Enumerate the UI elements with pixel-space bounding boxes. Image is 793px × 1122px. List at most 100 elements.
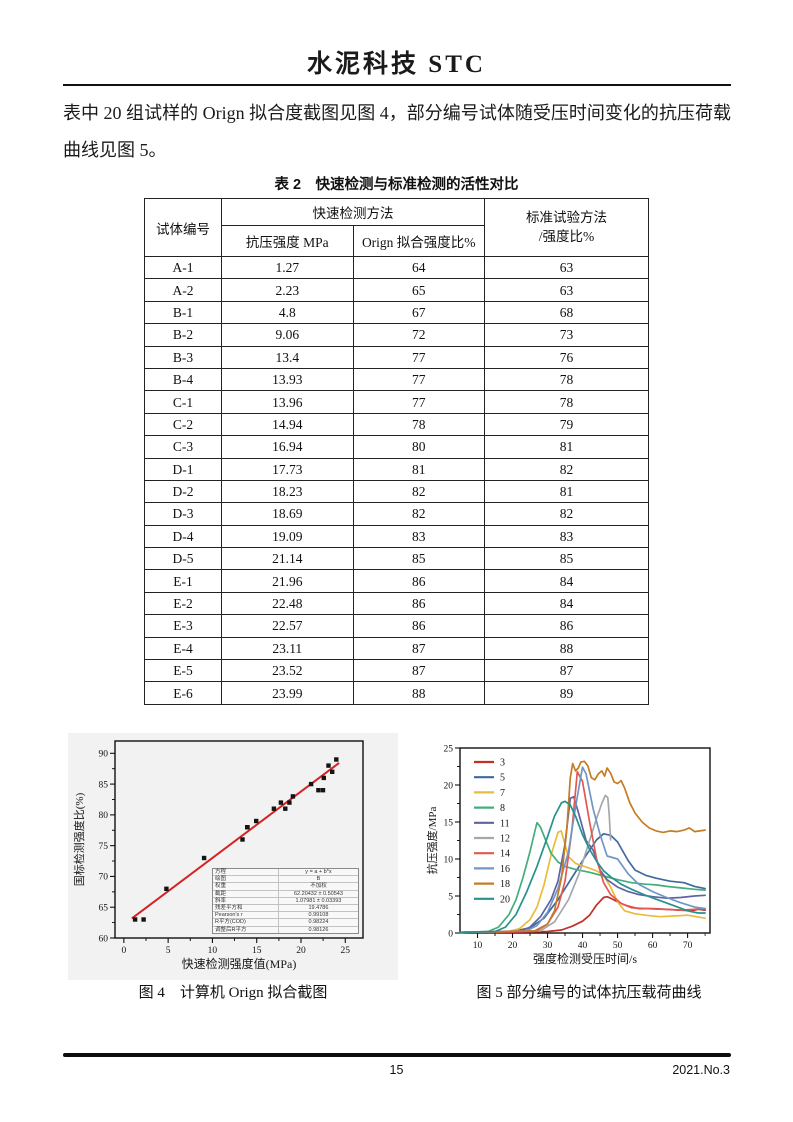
- table-row: C-1 13.96 77 78: [144, 390, 649, 414]
- table-cell: 13.96: [221, 390, 354, 414]
- svg-text:90: 90: [99, 750, 109, 760]
- table-cell: 78: [352, 412, 485, 437]
- table-cell: 82: [484, 502, 649, 526]
- table-cell: 88: [352, 681, 485, 705]
- table-cell: C-1: [144, 390, 222, 414]
- table-cell: E-6: [144, 681, 222, 705]
- table-block: 表 2 快速检测与标准检测的活性对比 试体编号 快速检测方法 标准试验方法 /强…: [0, 173, 793, 705]
- x-axis-label: 快速检测强度值(MPa): [182, 956, 297, 971]
- table-cell: 84: [484, 591, 649, 616]
- fit-stats-label: 调整后R平方: [213, 926, 279, 933]
- legend-label: 11: [500, 818, 510, 829]
- table-cell: 86: [352, 569, 485, 593]
- table-cell: E-3: [144, 614, 222, 638]
- table-cell: 88: [484, 636, 649, 661]
- table-cell: 85: [352, 547, 485, 571]
- table-cell: 63: [484, 278, 649, 302]
- journal-title: 水泥科技 STC: [307, 51, 486, 78]
- table-cell: E-1: [144, 569, 222, 593]
- legend-label: 8: [500, 803, 505, 814]
- x-axis-label: 强度检测受压时间/s: [533, 951, 637, 966]
- figure5-chart: 10 20 30 40 50 60 70 0 5 10 15 20 25 3 5 7 8 11 12 14 16 18 20…: [424, 733, 754, 985]
- table-title: 表 2 快速检测与标准检测的活性对比: [274, 177, 519, 193]
- table-row: E-2 22.48 86 84: [144, 591, 649, 616]
- table-cell: 82: [352, 479, 485, 504]
- legend-label: 18: [500, 879, 510, 890]
- table-cell: 81: [352, 457, 485, 481]
- table-row: E-5 23.52 87 87: [144, 659, 649, 683]
- table-cell: 87: [484, 659, 649, 683]
- table-cell: 79: [484, 412, 649, 437]
- fit-stats-value: y = a + b*x: [305, 869, 332, 875]
- table-cell: 18.23: [221, 479, 354, 504]
- table-cell: 85: [484, 547, 649, 571]
- table-cell: D-1: [144, 457, 222, 481]
- figure5-caption: 图 5 部分编号的试体抗压载荷曲线: [476, 985, 702, 1001]
- fit-stats-row: 方程 y = a + b*x: [213, 869, 358, 876]
- table-cell: 76: [484, 345, 649, 369]
- table-cell: 67: [352, 300, 485, 325]
- scatter-point: [326, 763, 331, 768]
- fit-stats-value: 0.98126: [308, 926, 329, 933]
- table-cell: 14.94: [221, 412, 354, 437]
- svg-text:60: 60: [99, 934, 109, 944]
- scatter-point: [132, 917, 138, 922]
- table-row: D-2 18.23 82 81: [144, 479, 649, 504]
- fit-line: [131, 762, 340, 920]
- table-cell: 2.23: [221, 278, 354, 302]
- table-row: B-2 9.06 72 73: [144, 323, 649, 347]
- table-cell: C-2: [144, 412, 222, 437]
- table-cell: 23.52: [221, 659, 354, 683]
- svg-text:40: 40: [578, 941, 588, 951]
- fit-stats-value: 62.20432 ± 0.50543: [293, 890, 343, 897]
- table-cell: 78: [484, 367, 649, 392]
- svg-text:10: 10: [208, 946, 218, 956]
- table-cell: 81: [484, 479, 649, 504]
- table-cell: 17.73: [221, 457, 354, 481]
- table-cell: 13.93: [221, 367, 354, 392]
- figure4-chart: 0 5 10 15 20 25 60 65 70 75 80 85 90 快速检测强度值(MPa) 国标检测…: [68, 733, 398, 985]
- activity-table-body: A-1 1.27 64 63 A-2 2.23 65 63 B-1 4.8 67 68 B-2 9.06 7…: [144, 255, 649, 705]
- col-header-compressive-strength: 抗压强度 MPa: [221, 225, 354, 257]
- legend-label: 16: [500, 864, 510, 875]
- table-cell: 73: [484, 323, 649, 347]
- figure4-caption: 图 4 计算机 Orign 拟合截图: [138, 985, 328, 1001]
- table-cell: B-3: [144, 345, 222, 369]
- series-18: [459, 760, 706, 934]
- legend-label: 3: [500, 758, 505, 769]
- figure4: 0 5 10 15 20 25 60 65 70 75 80 85 90 快速检测强度值(MPa) 国标检测…: [68, 733, 398, 980]
- fit-stats-label: 权重: [213, 883, 279, 890]
- svg-text:25: 25: [444, 744, 454, 754]
- scatter-point: [287, 800, 292, 805]
- legend-label: 7: [500, 788, 505, 799]
- scatter-point: [321, 775, 326, 781]
- svg-text:30: 30: [543, 941, 553, 951]
- scatter-point: [320, 788, 326, 793]
- table-cell: 21.14: [221, 547, 354, 571]
- svg-text:5: 5: [448, 892, 453, 902]
- scatter-point: [278, 800, 284, 805]
- table-cell: 81: [484, 435, 649, 459]
- table-cell: 18.69: [221, 502, 354, 526]
- series-16: [459, 766, 706, 934]
- series-11: [459, 795, 706, 934]
- svg-text:75: 75: [99, 842, 109, 852]
- legend-label: 12: [500, 834, 510, 845]
- load-curves-plot: 10 20 30 40 50 60 70 0 5 10 15 20 25 3 5 7 8 11 12 14 16 18 20…: [425, 744, 711, 966]
- fit-stats-value: 0.99108: [308, 912, 329, 919]
- table-row: E-6 23.99 88 89: [144, 681, 649, 705]
- page-number: 15: [389, 1063, 404, 1077]
- svg-text:20: 20: [444, 781, 454, 791]
- table-cell: 9.06: [221, 323, 354, 347]
- fit-stats-value: B: [316, 876, 321, 883]
- fit-stats-row: 斜率 1.07981 ± 0.03393: [213, 896, 358, 905]
- scatter-point: [290, 794, 296, 799]
- table-cell: E-4: [144, 636, 222, 661]
- table-row: B-4 13.93 77 78: [144, 367, 649, 392]
- table-cell: A-2: [144, 278, 222, 302]
- fit-stats-value: 0.98224: [308, 919, 329, 926]
- table-row: D-5 21.14 85 85: [144, 547, 649, 571]
- fit-stats-value: 1.07981 ± 0.03393: [295, 897, 342, 904]
- table-cell: 86: [352, 614, 485, 638]
